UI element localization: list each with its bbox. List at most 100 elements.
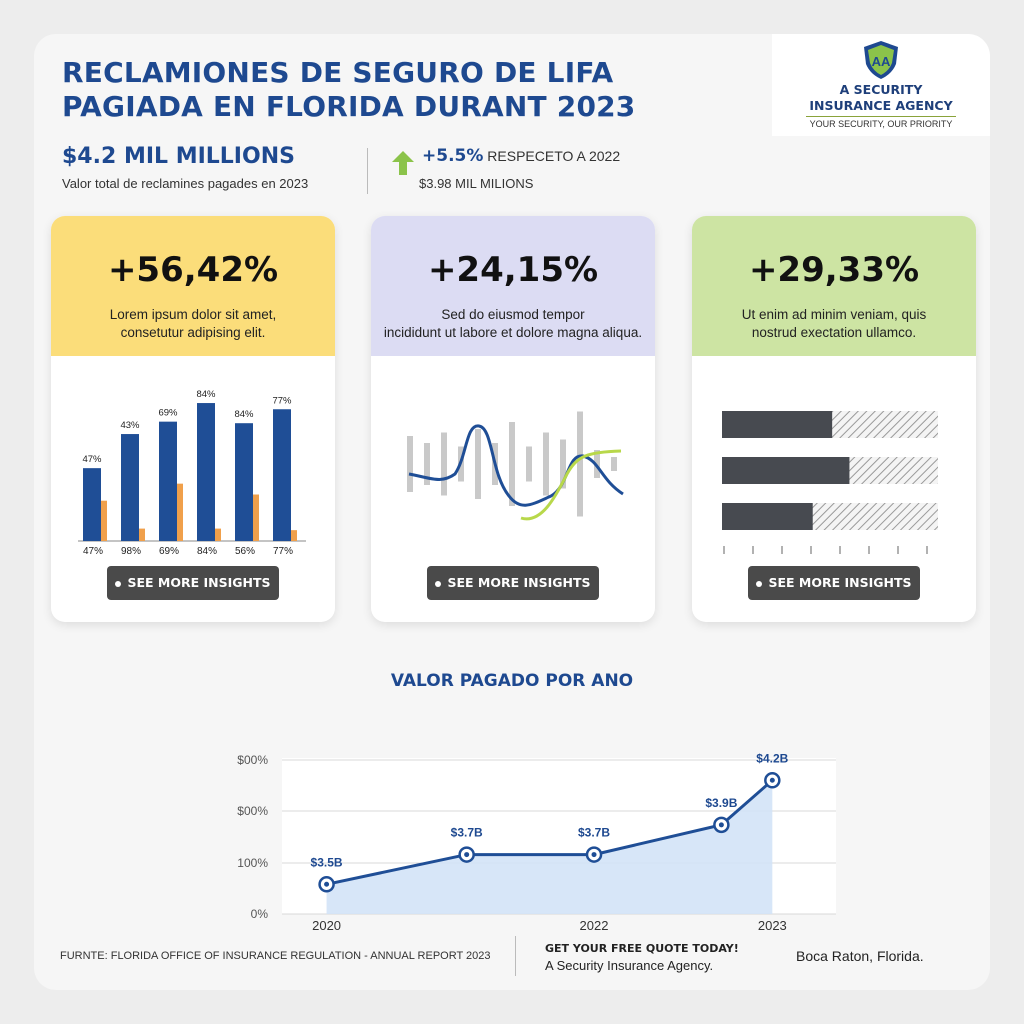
gray-bar: [611, 457, 617, 471]
bar-fill: [722, 411, 833, 438]
x-tick-label: 2023: [758, 918, 787, 930]
bullet-icon: [435, 580, 442, 587]
location: Boca Raton, Florida.: [796, 948, 924, 964]
gray-bar: [441, 432, 447, 496]
previous-value: $3.98 MIL MILIONS: [419, 176, 534, 191]
bar-primary: [121, 434, 139, 541]
title-line-2: PAGIADA EN FLORIDA DURANT 2023: [62, 90, 636, 123]
point-label: $4.2B: [756, 751, 788, 765]
gray-bar: [543, 432, 549, 496]
kpi-divider: [367, 148, 368, 194]
change-label: RESPECETO A 2022: [487, 148, 621, 164]
y-tick-label: $00%: [237, 804, 268, 818]
logo-monogram: AA: [872, 54, 891, 69]
logo-name-line-2: INSURANCE AGENCY: [809, 98, 953, 113]
point-label: $3.7B: [578, 826, 610, 840]
bar-primary: [273, 409, 291, 541]
insight-card-2: +24,15% Sed do eiusmod tempor incididunt…: [371, 216, 655, 622]
data-point-center: [718, 822, 724, 828]
bullet-icon: [115, 580, 122, 587]
button-label: SEE MORE INSIGHTS: [447, 575, 591, 590]
logo-divider: [806, 116, 956, 117]
y-tick-label: 0%: [251, 907, 269, 921]
agency-logo: AA A SECURITY INSURANCE AGENCY YOUR SECU…: [772, 34, 990, 136]
bar-primary: [235, 423, 253, 541]
card-header: +24,15% Sed do eiusmod tempor incididunt…: [371, 216, 655, 356]
horizontal-bar-chart: [722, 411, 938, 554]
card-text-line-1: Lorem ipsum dolor sit amet,: [109, 307, 277, 322]
quote-cta[interactable]: GET YOUR FREE QUOTE TODAY!: [545, 942, 739, 955]
shield-icon: AA: [864, 41, 898, 79]
see-more-insights-button[interactable]: SEE MORE INSIGHTS: [107, 566, 279, 600]
bar-top-label: 84%: [196, 389, 216, 400]
button-label: SEE MORE INSIGHTS: [127, 575, 271, 590]
point-label: $3.9B: [705, 796, 737, 810]
card-text: Lorem ipsum dolor sit amet, consetutur a…: [55, 306, 331, 342]
card-percent: +29,33%: [748, 250, 920, 290]
card-text-line-2: incididunt ut labore et dolore magna ali…: [383, 325, 643, 340]
gray-bar: [509, 422, 515, 506]
bar-secondary: [101, 500, 107, 541]
gray-bar: [475, 429, 481, 499]
lime-series-line: [520, 449, 622, 521]
y-tick-label: $00%: [237, 753, 268, 767]
x-tick-label: 2020: [312, 918, 341, 930]
data-point-center: [464, 852, 470, 858]
data-point-center: [769, 777, 775, 783]
bar-fill: [722, 457, 850, 484]
card-text-line-2: consetutur adipising elit.: [120, 325, 266, 340]
bar-secondary: [177, 483, 183, 541]
change-indicator: +5.5% RESPECETO A 2022: [422, 146, 620, 166]
title-line-1: RECLAMIONES DE SEGURO DE LIFA: [62, 56, 614, 89]
gray-bar: [526, 446, 532, 482]
bar-top-label: 84%: [234, 409, 254, 420]
arrow-up-icon: [392, 151, 414, 175]
bar-top-label: 47%: [82, 454, 102, 465]
bar-bottom-label: 84%: [197, 546, 217, 556]
bar-secondary: [215, 528, 221, 541]
source-note: FURNTE: FLORIDA OFFICE OF INSURANCE REGU…: [60, 950, 491, 962]
bar-bottom-label: 69%: [159, 546, 179, 556]
section-title: VALOR PAGADO POR ANO: [390, 671, 634, 691]
bar-chart: 47% 47% 43% 98% 69% 69% 84% 84% 84% 56% 77% 77%: [78, 389, 306, 556]
gray-bar: [407, 436, 413, 492]
x-tick-label: 2022: [580, 918, 609, 930]
bar-top-label: 43%: [120, 420, 140, 431]
card-percent: +56,42%: [107, 250, 279, 290]
card-text-line-1: Ut enim ad minim veniam, quis: [741, 307, 927, 322]
gray-bar: [560, 439, 566, 489]
bar-secondary: [291, 530, 297, 541]
button-label: SEE MORE INSIGHTS: [768, 575, 912, 590]
card-header: +56,42% Lorem ipsum dolor sit amet, cons…: [51, 216, 335, 356]
bar-primary: [197, 403, 215, 541]
page-title: RECLAMIONES DE SEGURO DE LIFA PAGIADA EN…: [62, 56, 702, 124]
card-percent: +24,15%: [427, 250, 599, 290]
see-more-insights-button[interactable]: SEE MORE INSIGHTS: [427, 566, 599, 600]
total-value: $4.2 MIL MILLIONS: [62, 144, 295, 169]
y-tick-label: 100%: [237, 856, 268, 870]
bar-bottom-label: 56%: [235, 546, 255, 556]
data-point-center: [591, 852, 597, 858]
point-label: $3.5B: [311, 855, 343, 869]
card-text: Ut enim ad minim veniam, quis nostrud ex…: [696, 306, 972, 342]
bar-top-label: 69%: [158, 408, 178, 419]
area-fill: [326, 780, 773, 914]
logo-name-line-1: A SECURITY: [839, 82, 923, 97]
bar-bottom-label: 47%: [83, 546, 103, 556]
total-description: Valor total de reclamines pagades en 202…: [62, 176, 309, 191]
card-header: +29,33% Ut enim ad minim veniam, quis no…: [692, 216, 976, 356]
gray-bar: [577, 411, 583, 517]
bar-top-label: 77%: [272, 395, 292, 406]
bar-primary: [83, 468, 101, 541]
card-text-line-1: Sed do eiusmod tempor: [441, 307, 585, 322]
logo-tagline: YOUR SECURITY, OUR PRIORITY: [809, 119, 953, 129]
annual-value-chart: 0% 100% $00% $00% $3.5B $3.7B $3.7B $3.9B $4.2B 2…: [237, 751, 836, 930]
data-point-center: [324, 881, 330, 887]
bar-fill: [722, 503, 813, 530]
card-text-line-2: nostrud exectation ullamco.: [751, 325, 917, 340]
agency-name: A Security Insurance Agency.: [545, 958, 714, 973]
point-label: $3.7B: [451, 826, 483, 840]
bar-secondary: [139, 528, 145, 541]
bar-primary: [159, 421, 177, 541]
see-more-insights-button[interactable]: SEE MORE INSIGHTS: [748, 566, 920, 600]
